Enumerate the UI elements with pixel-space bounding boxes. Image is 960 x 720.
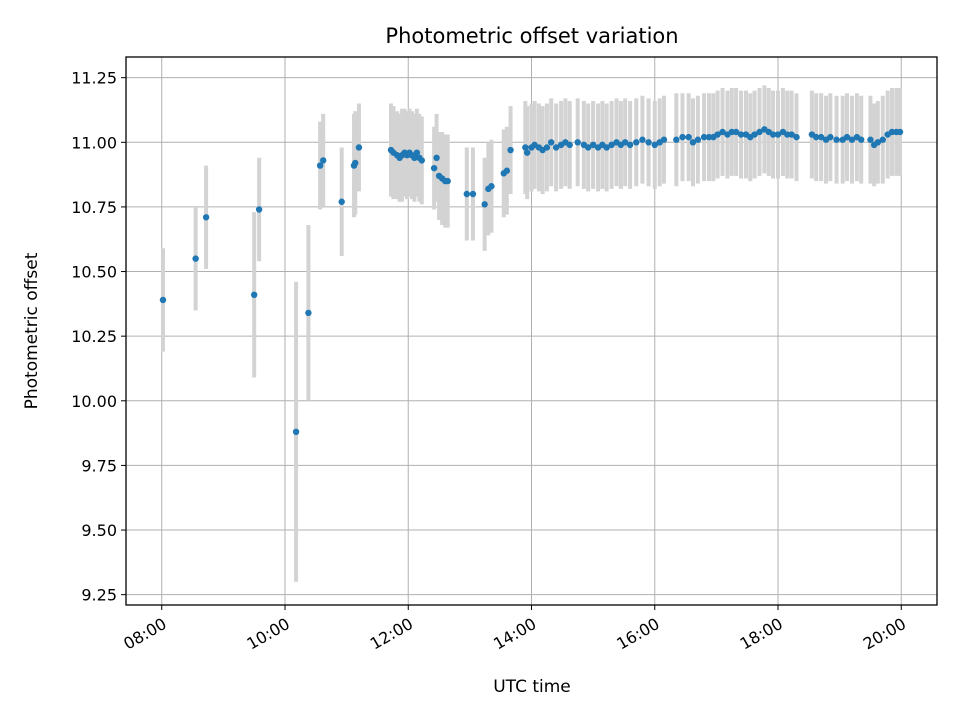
data-point: [292, 428, 300, 436]
chart-title: Photometric offset variation: [385, 24, 678, 48]
data-point: [673, 136, 680, 143]
data-point: [626, 141, 634, 149]
data-point: [574, 139, 581, 146]
data-points: [159, 126, 904, 436]
data-point: [833, 136, 840, 143]
data-point: [608, 141, 615, 149]
y-tick-label: 11.00: [71, 133, 117, 152]
data-point: [694, 136, 702, 143]
data-point: [566, 141, 573, 149]
data-point: [159, 296, 167, 304]
data-point: [523, 149, 531, 156]
data-point: [714, 131, 721, 138]
data-point: [507, 146, 514, 154]
data-point: [793, 133, 800, 141]
data-point: [827, 133, 834, 141]
data-point: [411, 154, 418, 162]
data-point: [660, 136, 668, 143]
data-point: [874, 139, 882, 146]
data-point: [584, 144, 592, 151]
data-point: [320, 157, 327, 164]
data-point: [522, 144, 529, 151]
data-point: [202, 214, 210, 221]
data-point: [355, 144, 363, 151]
data-point: [352, 159, 359, 167]
data-point: [774, 131, 782, 138]
data-point: [413, 149, 421, 156]
data-point: [488, 183, 495, 190]
data-point: [848, 136, 856, 143]
data-point: [255, 206, 263, 213]
data-point: [813, 133, 820, 141]
data-point: [469, 190, 477, 198]
data-point: [552, 144, 560, 151]
data-point: [679, 133, 686, 141]
data-point: [879, 136, 886, 143]
data-point: [543, 144, 551, 151]
data-point: [603, 144, 610, 151]
data-point: [769, 131, 777, 138]
y-axis-ticks: 9.25 9.50 9.75 10.00 10.25 10.50 10.75 11.00 11.…: [71, 69, 126, 605]
data-point: [843, 133, 851, 141]
y-tick-label: 9.25: [81, 586, 117, 605]
data-point: [857, 136, 865, 143]
data-point: [503, 167, 511, 174]
data-point: [639, 136, 646, 143]
y-tick-label: 10.75: [71, 198, 117, 217]
data-point: [192, 255, 199, 262]
data-point: [433, 154, 440, 162]
data-point: [463, 190, 470, 198]
data-point: [817, 133, 825, 141]
y-tick-label: 10.00: [71, 392, 117, 411]
data-point: [418, 157, 426, 164]
data-point: [788, 131, 795, 138]
data-point: [756, 128, 763, 136]
data-point: [737, 131, 745, 138]
x-axis-title: UTC time: [493, 677, 571, 697]
data-point: [867, 136, 874, 143]
data-point: [689, 139, 697, 146]
data-point: [316, 162, 324, 169]
data-point: [444, 177, 451, 185]
y-axis-title: Photometric offset: [22, 252, 42, 409]
data-point: [633, 139, 640, 146]
data-point: [685, 133, 692, 141]
y-tick-label: 9.50: [81, 521, 117, 540]
y-tick-label: 10.25: [71, 327, 117, 346]
data-point: [645, 139, 652, 146]
data-point: [751, 131, 758, 138]
data-point: [481, 201, 488, 208]
data-point: [305, 309, 312, 317]
data-point: [651, 141, 658, 149]
data-point: [548, 139, 555, 146]
data-point: [430, 164, 438, 172]
data-point: [621, 139, 629, 146]
data-point: [732, 128, 740, 136]
data-point: [896, 128, 904, 136]
data-point: [589, 141, 597, 149]
data-point: [700, 133, 708, 141]
data-point: [250, 291, 258, 299]
y-tick-label: 9.75: [81, 456, 117, 475]
data-point: [719, 128, 726, 136]
y-tick-label: 11.25: [71, 69, 117, 88]
data-point: [338, 198, 345, 205]
y-tick-label: 10.50: [71, 263, 117, 282]
